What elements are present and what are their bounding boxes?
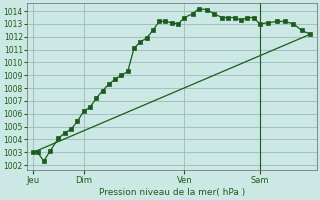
X-axis label: Pression niveau de la mer( hPa ): Pression niveau de la mer( hPa ) (99, 188, 245, 197)
